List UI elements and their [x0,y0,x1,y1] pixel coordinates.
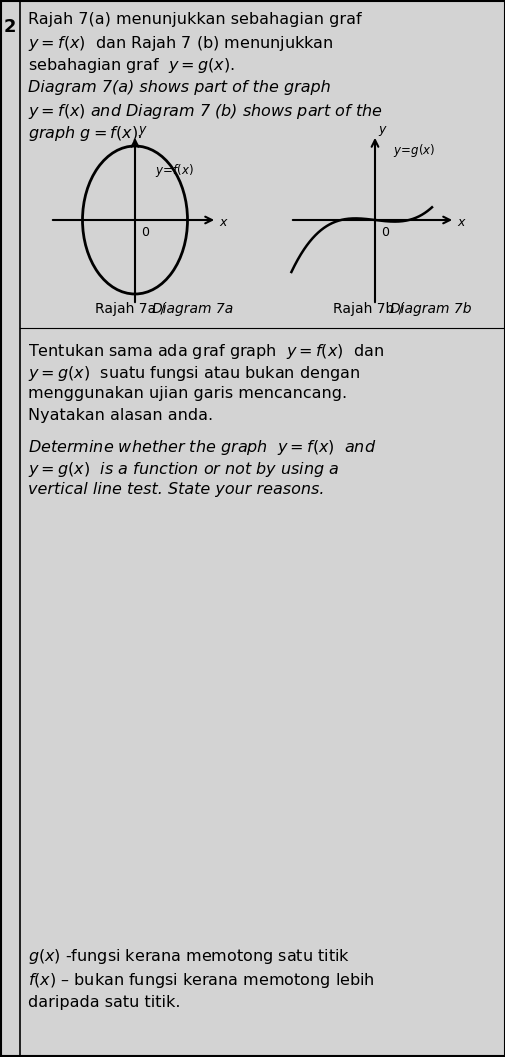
Text: $g(x)$ -fungsi kerana memotong satu titik: $g(x)$ -fungsi kerana memotong satu titi… [28,947,349,966]
Text: Diagram 7b: Diagram 7b [389,302,471,316]
Text: Nyatakan alasan anda.: Nyatakan alasan anda. [28,408,213,423]
Text: Rajah 7(a) menunjukkan sebahagian graf: Rajah 7(a) menunjukkan sebahagian graf [28,12,361,27]
Text: $y = f(x)$ and Diagram 7 (b) shows part of the: $y = f(x)$ and Diagram 7 (b) shows part … [28,101,382,120]
Text: 0: 0 [380,226,388,239]
Text: $y\!=\!g(x)$: $y\!=\!g(x)$ [392,142,435,159]
Text: graph $g = f(x)$.: graph $g = f(x)$. [28,124,142,143]
Text: menggunakan ujian garis mencancang.: menggunakan ujian garis mencancang. [28,386,346,401]
Text: Diagram 7a: Diagram 7a [152,302,233,316]
Text: Determine whether the graph  $y = f(x)$  and: Determine whether the graph $y = f(x)$ a… [28,438,376,457]
Text: y: y [138,123,145,136]
Text: $f(x)$ – bukan fungsi kerana memotong lebih: $f(x)$ – bukan fungsi kerana memotong le… [28,971,374,990]
Text: 2: 2 [4,18,16,36]
Text: daripada satu titik.: daripada satu titik. [28,995,180,1010]
Text: Diagram 7(a) shows part of the graph: Diagram 7(a) shows part of the graph [28,80,330,95]
Text: $y = g(x)$  suatu fungsi atau bukan dengan: $y = g(x)$ suatu fungsi atau bukan denga… [28,364,360,383]
Text: x: x [219,217,226,229]
Text: vertical line test. State your reasons.: vertical line test. State your reasons. [28,482,324,497]
Text: $y\!=\!f(x)$: $y\!=\!f(x)$ [155,162,194,179]
Text: $y = f(x)$  dan Rajah 7 (b) menunjukkan: $y = f(x)$ dan Rajah 7 (b) menunjukkan [28,34,333,53]
Text: Rajah 7b /: Rajah 7b / [332,302,407,316]
Text: $y = g(x)$  is a function or not by using a: $y = g(x)$ is a function or not by using… [28,460,339,479]
Text: 0: 0 [141,226,148,239]
Text: Tentukan sama ada graf graph  $y = f(x)$  dan: Tentukan sama ada graf graph $y = f(x)$ … [28,342,383,361]
Text: sebahagian graf  $y = g(x)$.: sebahagian graf $y = g(x)$. [28,56,234,75]
Text: y: y [377,123,385,136]
Text: Rajah 7a /: Rajah 7a / [95,302,169,316]
Text: x: x [456,217,464,229]
